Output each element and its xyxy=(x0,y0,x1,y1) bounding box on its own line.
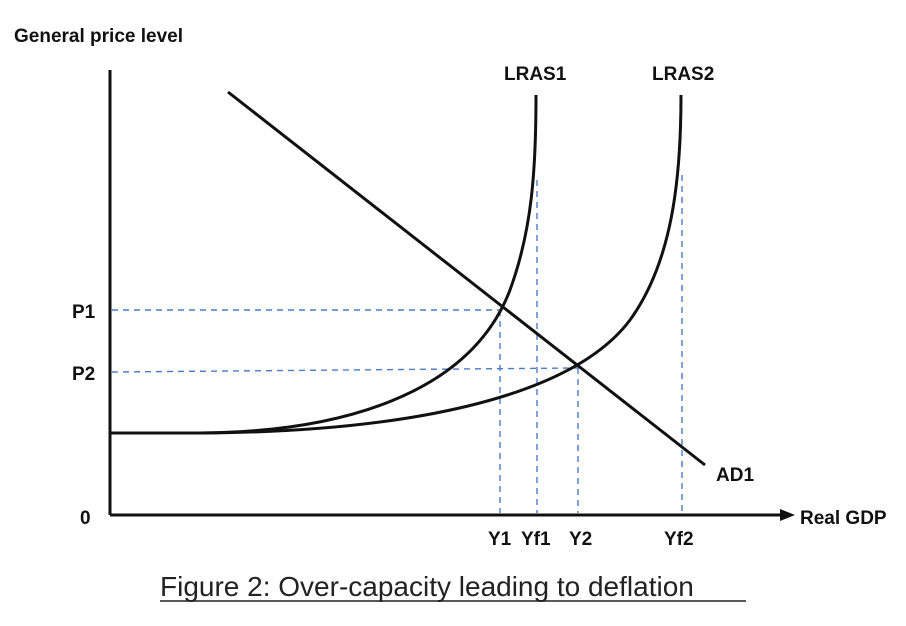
figure-caption: Figure 2: Over-capacity leading to defla… xyxy=(160,571,694,602)
y-axis-label: General price level xyxy=(14,26,183,47)
x-axis-arrowhead xyxy=(780,509,795,521)
x-axis-label: Real GDP xyxy=(800,508,887,529)
output-label-y2: Y2 xyxy=(569,529,592,550)
lras2-label: LRAS2 xyxy=(652,64,714,85)
ad1-curve xyxy=(227,90,706,467)
lras1-label: LRAS1 xyxy=(504,64,567,85)
lras2-curve xyxy=(110,94,683,435)
price-label-p2: P2 xyxy=(72,364,95,385)
p2-guide-line xyxy=(111,367,579,373)
origin-label: 0 xyxy=(80,508,91,529)
output-label-yf2: Yf2 xyxy=(664,529,694,550)
ad1-label: AD1 xyxy=(716,465,754,486)
price-label-p1: P1 xyxy=(72,302,96,323)
lras1-curve xyxy=(110,94,538,435)
output-label-y1: Y1 xyxy=(488,529,512,550)
output-label-yf1: Yf1 xyxy=(521,529,551,550)
